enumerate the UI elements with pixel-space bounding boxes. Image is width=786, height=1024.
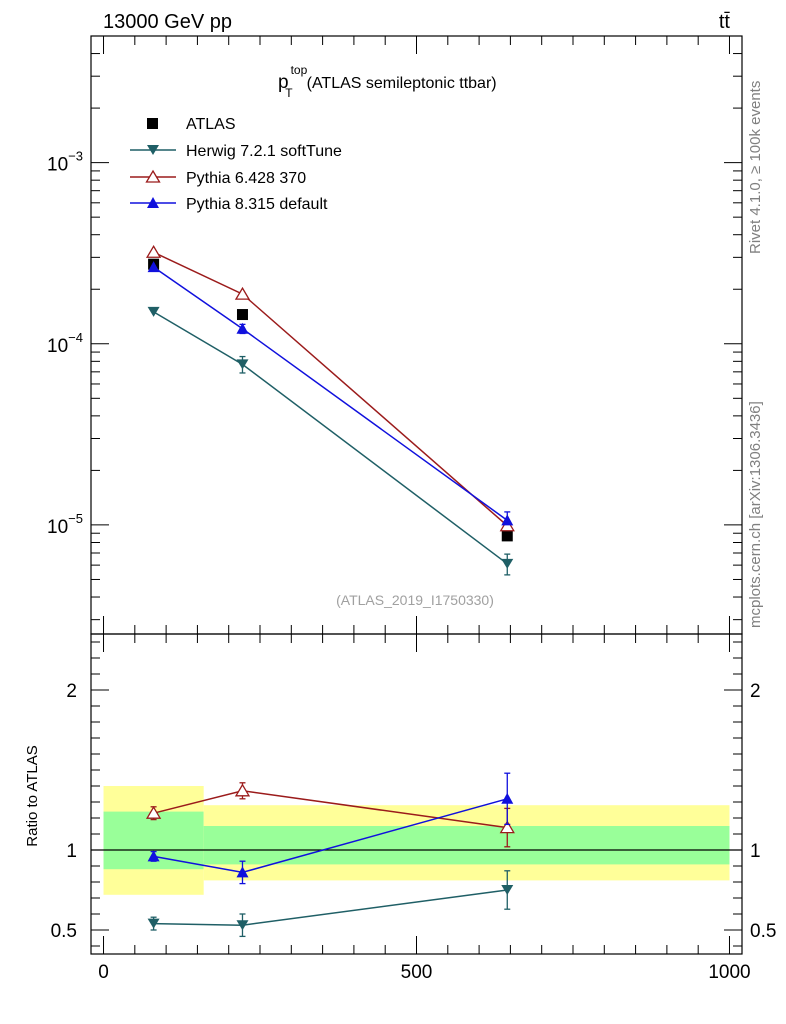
ratio-point-herwig-1 (236, 920, 249, 931)
band-inner-1 (203, 826, 730, 865)
main-point-atlas-2 (501, 530, 513, 542)
main-point-herwig-1 (236, 359, 249, 370)
main-ytick-label-2: 10−5 (47, 511, 83, 538)
legend-label-atlas: ATLAS (186, 116, 236, 133)
main-series (145, 244, 515, 576)
main-ytick-label-0: 10−3 (47, 149, 83, 176)
main-title-sup: top (291, 63, 308, 77)
side-label-top: Rivet 4.1.0, ≥ 100k events (747, 81, 764, 254)
analysis-watermark: (ATLAS_2019_I1750330) (336, 592, 494, 608)
ratio-ylabel: Ratio to ATLAS (24, 745, 41, 846)
main-point-pythia8-1 (236, 322, 249, 334)
ratio-frame (90, 633, 743, 955)
ratio-ytick-label-left-2: 2 (66, 681, 77, 702)
ratio-line-herwig (153, 889, 508, 926)
legend-label-pythia8: Pythia 8.315 default (186, 196, 328, 213)
ratio-point-pythia8-1 (236, 866, 249, 878)
axis-ticks (91, 35, 742, 954)
header-right: tt̄ (719, 11, 731, 33)
main-point-pythia6-1 (234, 286, 251, 300)
legend: ATLAS Herwig 7.2.1 softTune Pythia 6.428… (130, 116, 342, 213)
ratio-ytick-label-right-1: 1 (750, 841, 761, 862)
legend-label-pythia6: Pythia 6.428 370 (186, 170, 306, 187)
main-point-pythia8-2 (501, 514, 514, 526)
ratio-point-herwig-0 (147, 918, 160, 929)
xtick-label-2: 1000 (708, 962, 750, 983)
xtick-label-0: 0 (98, 962, 109, 983)
ratio-ytick-label-left-0: 0.5 (51, 921, 77, 942)
main-title-rest: (ATLAS semileptonic ttbar) (307, 75, 497, 92)
main-line-pythia8 (153, 266, 508, 521)
ratio-point-pythia6-1 (234, 783, 251, 797)
main-title: ptop T (ATLAS semileptonic ttbar) (278, 63, 497, 100)
legend-label-herwig: Herwig 7.2.1 softTune (186, 143, 342, 160)
main-ytick-label-1: 10−4 (47, 330, 83, 357)
main-line-herwig (153, 311, 508, 565)
axis-tick-labels: 10−3 10−4 10−5 0.5 0.5 1 1 2 2 0 500 1000 (47, 149, 776, 983)
ratio-point-herwig-2 (501, 885, 514, 895)
main-title-sub: T (285, 86, 293, 100)
ratio-series (145, 772, 515, 938)
ratio-ytick-label-right-0: 0.5 (750, 921, 776, 942)
main-point-herwig-0 (147, 306, 160, 317)
legend-marker-pythia6 (145, 169, 161, 183)
main-point-pythia6-0 (145, 244, 162, 258)
ratio-point-pythia6-0 (145, 805, 162, 819)
main-point-herwig-2 (501, 558, 514, 569)
ratio-ytick-label-left-1: 1 (66, 841, 77, 862)
ratio-ytick-label-right-2: 2 (750, 681, 761, 702)
xtick-label-1: 500 (401, 962, 433, 983)
main-line-pythia6 (153, 251, 508, 527)
header-left: 13000 GeV pp (103, 11, 232, 33)
side-label-bottom: mcplots.cern.ch [arXiv:1306.3436] (747, 401, 764, 628)
ratio-point-pythia6-2 (499, 820, 515, 834)
legend-marker-atlas (147, 118, 158, 129)
main-point-atlas-1 (236, 309, 248, 321)
ratio-point-pythia8-0 (147, 850, 160, 862)
legend-marker-herwig (147, 145, 159, 155)
legend-marker-pythia8 (147, 197, 159, 208)
ratio-bands (91, 786, 742, 895)
main-point-pythia8-0 (147, 261, 160, 273)
main-title-p: p (278, 72, 289, 93)
ratio-point-pythia8-2 (501, 792, 514, 804)
